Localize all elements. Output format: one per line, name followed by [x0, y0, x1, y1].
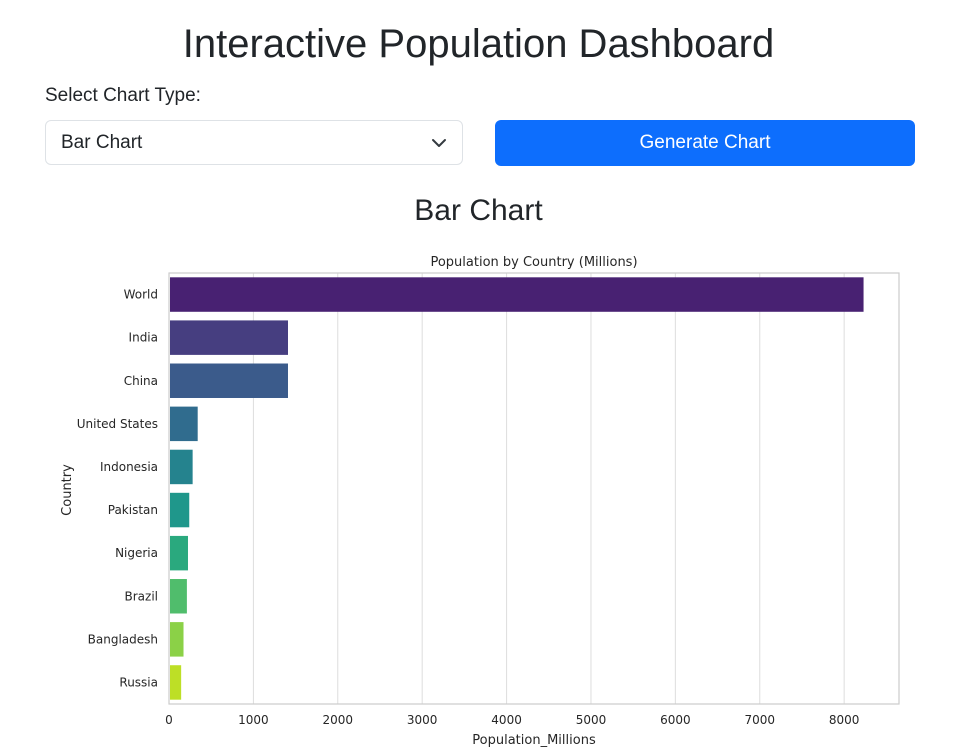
y-tick-label: Indonesia — [100, 460, 158, 474]
x-tick-label: 4000 — [491, 713, 522, 727]
chart-type-label: Select Chart Type: — [45, 85, 201, 106]
bar — [170, 406, 198, 442]
y-tick-label: China — [124, 374, 158, 388]
y-tick-label: Nigeria — [115, 546, 158, 560]
y-axis-title: Country — [60, 464, 75, 516]
y-tick-label: World — [124, 288, 158, 302]
bar — [170, 277, 864, 312]
population-bar-chart: Population by Country (Millions) World In… — [60, 255, 900, 748]
y-tick-label: India — [129, 331, 158, 345]
bars — [170, 277, 864, 700]
y-tick-label: Pakistan — [108, 503, 158, 517]
chart-title: Population by Country (Millions) — [430, 255, 637, 270]
chart-type-select-value: Bar Chart — [61, 132, 143, 153]
plot-frame — [168, 272, 900, 705]
x-tick-label: 8000 — [829, 713, 860, 727]
x-tick-labels: 0 1000 2000 3000 4000 5000 6000 7000 8000 — [165, 713, 859, 727]
section-heading: Bar Chart — [414, 194, 543, 227]
bar — [170, 535, 188, 571]
y-tick-label: United States — [77, 417, 158, 431]
bar — [170, 320, 288, 355]
chart-type-select[interactable]: Bar Chart — [45, 120, 463, 165]
page-title: Interactive Population Dashboard — [182, 22, 775, 66]
x-tick-label: 3000 — [407, 713, 438, 727]
x-axis-title: Population_Millions — [472, 733, 596, 748]
bar — [170, 579, 187, 614]
bar — [170, 622, 184, 657]
y-tick-label: Russia — [119, 675, 158, 689]
generate-chart-button[interactable]: Generate Chart — [495, 120, 915, 166]
bar — [170, 492, 190, 528]
bar — [170, 449, 193, 485]
bar — [170, 363, 288, 398]
y-tick-labels: World India China United States Indonesia Pak… — [77, 288, 158, 690]
x-tick-label: 7000 — [744, 713, 775, 727]
x-tick-label: 2000 — [323, 713, 354, 727]
x-tick-label: 0 — [165, 713, 173, 727]
bar — [170, 665, 182, 700]
x-tick-label: 6000 — [660, 713, 691, 727]
x-tick-label: 1000 — [238, 713, 269, 727]
x-tick-label: 5000 — [576, 713, 607, 727]
chevron-down-icon — [432, 139, 446, 147]
y-tick-label: Brazil — [125, 589, 159, 603]
y-tick-label: Bangladesh — [88, 632, 158, 646]
